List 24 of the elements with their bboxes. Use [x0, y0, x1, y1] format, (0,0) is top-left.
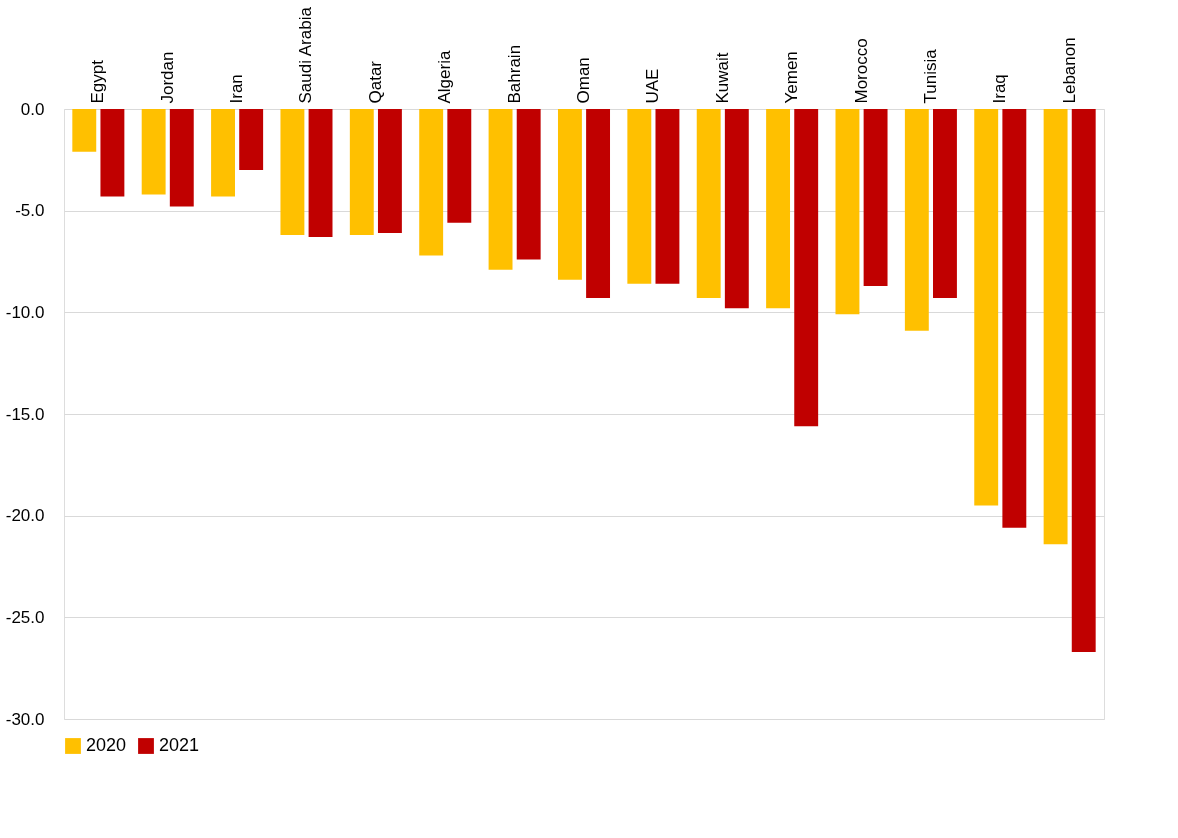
legend-label: 2021	[159, 735, 200, 755]
x-tick-label: Lebanon	[1059, 37, 1079, 104]
x-tick-label: Jordan	[157, 51, 177, 104]
x-tick-label: Yemen	[782, 51, 802, 104]
y-tick-label: -10.0	[5, 302, 45, 322]
y-tick-label: -25.0	[5, 607, 45, 627]
x-tick-label: Egypt	[88, 59, 108, 104]
y-tick-label: 0.0	[20, 99, 45, 119]
x-tick-label: UAE	[643, 68, 663, 104]
x-tick-label: Kuwait	[712, 52, 732, 104]
y-tick-label: -5.0	[15, 201, 45, 221]
x-tick-label: Bahrain	[504, 44, 524, 104]
y-tick-label: -30.0	[5, 709, 45, 729]
y-tick-label: -15.0	[5, 404, 45, 424]
y-tick-label: -20.0	[5, 506, 45, 526]
x-tick-label: Tunisia	[920, 48, 940, 104]
x-tick-label: Oman	[574, 57, 593, 104]
x-tick-label: Iran	[227, 74, 247, 104]
x-tick-label: Morocco	[851, 38, 871, 104]
legend-label: 2020	[86, 735, 127, 755]
x-tick-label: Algeria	[435, 50, 455, 104]
x-tick-label: Iraq	[990, 74, 1010, 104]
x-tick-label: Qatar	[365, 60, 385, 104]
x-tick-label: Saudi Arabia	[296, 6, 316, 104]
